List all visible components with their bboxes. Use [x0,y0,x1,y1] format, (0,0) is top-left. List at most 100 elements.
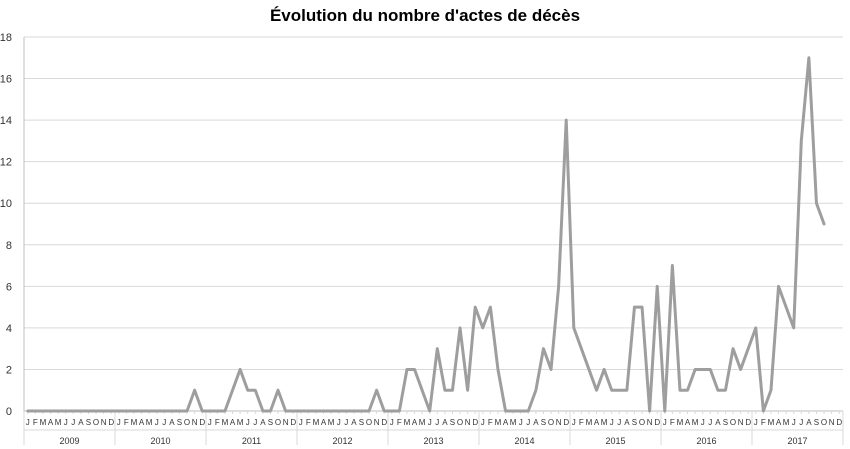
month-label: M [692,418,699,427]
month-label: N [283,418,289,427]
month-label: F [306,418,311,427]
year-label: 2010 [150,436,170,446]
month-label: J [162,418,166,427]
month-label: D [199,418,205,427]
gridlines [24,36,843,412]
month-label: J [71,418,75,427]
month-label: N [647,418,653,427]
month-label: D [472,418,478,427]
month-label: A [139,418,145,427]
year-label: 2012 [332,436,352,446]
month-label: J [519,418,523,427]
month-label: J [435,418,439,427]
month-label: S [359,418,364,427]
series-line-layer [26,56,826,413]
month-label: J [344,418,348,427]
month-label: O [366,418,372,427]
month-label: F [215,418,220,427]
chart-title: Évolution du nombre d'actes de décès [269,6,581,25]
month-label: M [768,418,775,427]
month-label: O [184,418,190,427]
month-label: D [563,418,569,427]
month-label: O [93,418,99,427]
month-label: D [654,418,660,427]
year-label: 2017 [787,436,807,446]
month-label: S [632,418,637,427]
year-label: 2015 [605,436,625,446]
y-tick-label: 18 [0,32,12,44]
month-label: M [40,418,47,427]
month-label: J [701,418,705,427]
month-label: A [503,418,509,427]
month-label: A [594,418,600,427]
y-tick-label: 12 [0,157,12,169]
month-label: A [442,418,448,427]
y-tick-label: 14 [0,115,12,127]
month-label: S [177,418,182,427]
month-label: J [337,418,341,427]
month-label: D [290,418,296,427]
month-label: A [48,418,54,427]
year-label: 2009 [59,436,79,446]
month-label: S [268,418,273,427]
month-label: A [776,418,782,427]
month-label: M [55,418,62,427]
month-label: N [465,418,471,427]
month-label: J [617,418,621,427]
month-label: M [783,418,790,427]
month-label: O [639,418,645,427]
month-label: A [806,418,812,427]
year-label: 2014 [514,436,534,446]
month-label: J [117,418,121,427]
y-tick-label: 10 [0,198,12,210]
month-label: F [124,418,129,427]
month-label: M [328,418,335,427]
y-tick-label: 8 [6,240,12,252]
month-label: A [624,418,630,427]
month-label: D [108,418,114,427]
month-label: M [586,418,593,427]
month-label: S [723,418,728,427]
month-label: J [610,418,614,427]
month-label: M [495,418,502,427]
month-label: J [792,418,796,427]
month-label: M [510,418,517,427]
month-label: F [397,418,402,427]
month-label: J [26,418,30,427]
month-label: A [230,418,236,427]
month-label: A [78,418,84,427]
month-label: F [761,418,766,427]
month-label: J [155,418,159,427]
month-label: A [685,418,691,427]
month-label: J [253,418,257,427]
month-label: N [738,418,744,427]
month-label: J [754,418,758,427]
month-label: J [526,418,530,427]
year-label: 2013 [423,436,443,446]
month-label: O [821,418,827,427]
y-tick-label: 4 [6,323,12,335]
y-tick-labels: 0 2 4 6 8 10 12 14 16 18 [0,32,12,418]
month-label: D [381,418,387,427]
month-label: F [670,418,675,427]
month-label: M [146,418,153,427]
month-label: J [64,418,68,427]
month-label: M [419,418,426,427]
month-label: J [572,418,576,427]
month-label: S [541,418,546,427]
y-tick-label: 16 [0,74,12,86]
month-label: M [237,418,244,427]
year-label: 2011 [242,436,261,446]
month-label: A [533,418,539,427]
month-label: S [86,418,91,427]
month-label: N [101,418,107,427]
month-label: F [488,418,493,427]
month-label: J [299,418,303,427]
month-label: N [556,418,562,427]
month-label: J [663,418,667,427]
month-label: M [131,418,138,427]
month-label: J [428,418,432,427]
month-label: F [579,418,584,427]
month-label: J [481,418,485,427]
